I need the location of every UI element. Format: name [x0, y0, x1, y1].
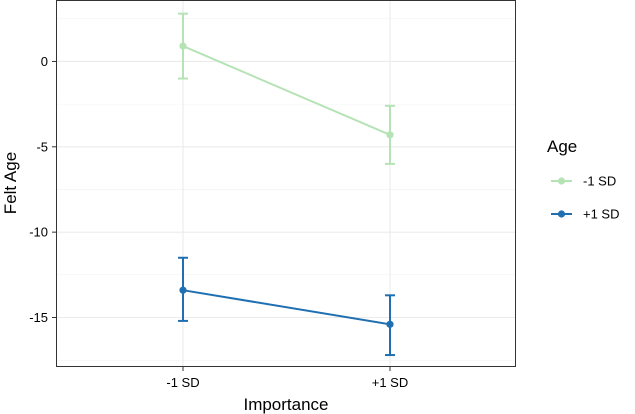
legend: Age -1 SD +1 SD — [547, 137, 620, 222]
legend-key-point — [557, 177, 566, 185]
y-axis-title: Felt Age — [1, 152, 20, 214]
plot-panel — [56, 0, 516, 367]
data-point — [179, 286, 187, 294]
y-tick-label: -10 — [29, 225, 48, 240]
y-tick-label: -5 — [36, 139, 48, 154]
series-1 — [178, 12, 395, 165]
series-layer — [178, 12, 395, 357]
legend-key-point — [557, 210, 566, 218]
plot-border — [56, 0, 516, 367]
series-line — [182, 289, 391, 326]
data-point — [386, 131, 394, 139]
y-axis: 0 -5 -10 -15 — [29, 54, 56, 325]
x-tick-label: -1 SD — [166, 375, 199, 390]
x-tick-label: +1 SD — [372, 375, 409, 390]
y-tick-label: -15 — [29, 310, 48, 325]
data-point — [179, 42, 187, 50]
legend-label: +1 SD — [583, 207, 620, 222]
legend-title: Age — [547, 137, 577, 156]
legend-label: -1 SD — [583, 174, 616, 189]
data-point — [386, 320, 394, 328]
series-2 — [178, 256, 395, 357]
x-axis-title: Importance — [243, 395, 328, 414]
x-axis: -1 SD +1 SD — [166, 367, 408, 390]
series-line — [182, 45, 391, 136]
y-tick-label: 0 — [41, 54, 48, 69]
